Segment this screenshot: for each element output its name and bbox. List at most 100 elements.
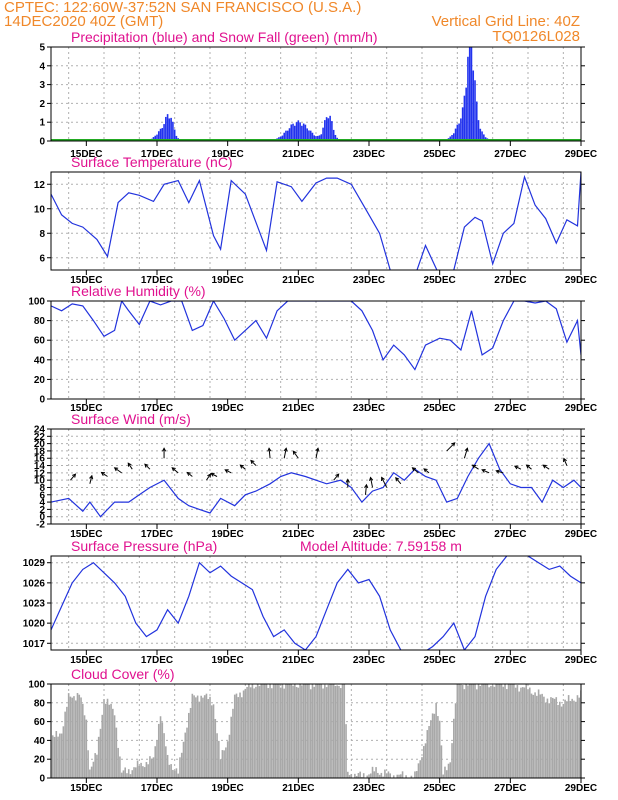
bar [415, 771, 418, 778]
bar [53, 736, 56, 778]
wind-arrow-head [207, 473, 212, 478]
wind-arrow-head [250, 459, 255, 465]
bar [78, 694, 81, 778]
wind-arrow [395, 477, 402, 485]
bar [343, 684, 346, 778]
x-tick-label: 21DEC [282, 783, 314, 794]
bar [82, 703, 84, 778]
bar [74, 700, 77, 778]
bar [318, 135, 321, 141]
y-tick-label: 8 [39, 483, 45, 494]
wind-arrow-head [100, 471, 106, 476]
bar [237, 697, 240, 778]
bar [166, 754, 169, 778]
bar [539, 694, 542, 778]
wind-arrow-head [315, 447, 320, 452]
x-tick-label: 23DEC [353, 149, 385, 160]
wind-arrow [240, 464, 246, 470]
bar [431, 713, 434, 778]
bar [159, 128, 162, 141]
y-tick-label: 14 [34, 461, 46, 472]
bar [334, 134, 337, 141]
x-tick-label: 15DEC [70, 529, 102, 540]
bar [212, 704, 215, 778]
y-tick-label: 60 [34, 717, 46, 728]
bar [163, 733, 165, 778]
bar [184, 732, 187, 778]
bar [384, 769, 386, 778]
y-tick-label: 0 [39, 395, 45, 406]
bar [209, 696, 211, 778]
bar [161, 722, 164, 778]
y-tick-label: 5 [39, 43, 45, 54]
bar [421, 757, 423, 778]
x-tick-label: 21DEC [282, 529, 314, 540]
bar [474, 80, 476, 141]
bar [309, 689, 312, 778]
wind-arrow [496, 470, 504, 474]
y-tick-label: 80 [34, 316, 46, 327]
bar [426, 730, 429, 778]
location-header: CPTEC: 122:60W-37:52N SAN FRANCISCO (U.S… [4, 0, 362, 16]
wind-arrow-head [395, 477, 400, 482]
wind-arrow-head [144, 463, 149, 468]
x-tick-label: 17DEC [141, 655, 173, 666]
bar [285, 130, 287, 141]
wind-arrow [144, 463, 151, 470]
panel-title: Relative Humidity (%) [71, 283, 206, 299]
bar [368, 774, 370, 778]
bar [292, 685, 294, 778]
y-tick-label: 24 [34, 425, 46, 436]
x-tick-label: 27DEC [494, 403, 526, 414]
wind-arrow-head [161, 447, 167, 452]
bars [51, 684, 581, 778]
panel-title: Precipitation (blue) and Snow Fall (gree… [71, 29, 378, 45]
bar [276, 684, 278, 778]
bar [255, 686, 257, 778]
bar [502, 686, 505, 778]
bar [313, 135, 316, 141]
bar [516, 684, 519, 778]
bar [544, 702, 547, 778]
wind-arrow [381, 477, 388, 488]
wind-arrow [206, 473, 211, 481]
bar [228, 734, 231, 778]
bar [203, 695, 206, 778]
x-tick-label: 29DEC [565, 149, 597, 160]
bar [507, 684, 510, 778]
bar [279, 136, 282, 141]
bar [483, 684, 485, 778]
wind-arrow [526, 464, 532, 470]
bar [57, 736, 59, 778]
bar [69, 696, 72, 778]
bar [430, 720, 432, 778]
panel-title: Cloud Cover (%) [71, 666, 174, 682]
wind-arrow [364, 484, 367, 495]
bar [327, 684, 330, 778]
panel-5: Surface Pressure (hPa) Model Altitude: 7.… [23, 538, 597, 666]
panel-2: Surface Temperature (nC) 6 8 10 12 15DEC 17DEC… [34, 154, 597, 286]
bar [532, 694, 535, 778]
y-tick-label: 2 [39, 99, 45, 110]
x-tick-label: 25DEC [424, 529, 456, 540]
bar [453, 133, 455, 141]
wind-arrow-head [364, 483, 369, 489]
bar [154, 135, 157, 141]
wind-arrow [268, 448, 271, 459]
bar [437, 716, 439, 778]
x-tick-label: 15DEC [70, 655, 102, 666]
x-tick-label: 21DEC [282, 655, 314, 666]
wind-arrow [70, 473, 76, 481]
bar [315, 684, 317, 778]
bar [488, 687, 490, 778]
bar [341, 684, 344, 778]
wind-arrow [481, 469, 490, 474]
wind-arrow [423, 468, 430, 474]
x-tick-label: 27DEC [494, 655, 526, 666]
bar [463, 689, 466, 778]
bar [55, 731, 58, 778]
bar [449, 762, 452, 778]
bar [85, 719, 88, 778]
bar [543, 696, 545, 778]
bar [166, 114, 169, 141]
